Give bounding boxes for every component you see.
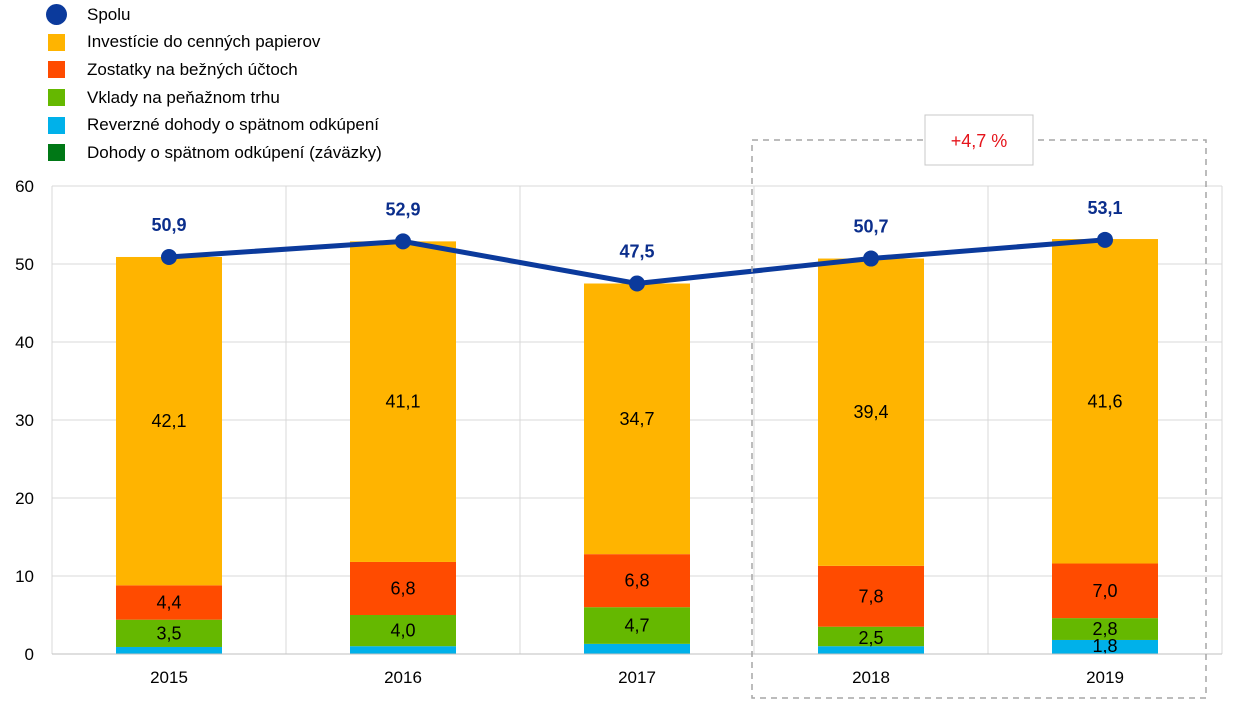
legend-item: Vklady na peňažnom trhu <box>46 84 382 112</box>
annotation-note-box <box>924 114 1034 166</box>
segment-labels: 3,5 4,4 42,1 4,0 6,8 41,1 4,7 6,8 34,7 2,5 7,8 39,4… <box>151 391 1122 656</box>
annotation: +4,7 % <box>751 114 1207 699</box>
legend-swatch <box>48 89 65 107</box>
total-point <box>1097 231 1113 248</box>
bar-segment <box>818 626 924 647</box>
bar-segment <box>818 646 924 654</box>
bar-segment <box>818 565 924 627</box>
legend: Spolu Investície do cenných papierov Zosta… <box>46 1 382 167</box>
y-tick-label: 40 <box>15 333 34 352</box>
bar-segment <box>350 615 456 647</box>
y-tick-label: 20 <box>15 489 34 508</box>
segment-label: 6,8 <box>390 578 415 598</box>
y-tick-label: 50 <box>15 255 34 274</box>
x-tick-label: 2015 <box>150 668 188 687</box>
x-tick-label: 2016 <box>384 668 422 687</box>
y-tick-label: 30 <box>15 411 34 430</box>
bar-segment <box>116 619 222 647</box>
segment-label: 3,5 <box>156 623 181 643</box>
legend-label: Vklady na peňažnom trhu <box>87 87 280 107</box>
segment-label: 39,4 <box>853 402 888 422</box>
legend-label: Dohody o spätnom odkúpení (záväzky) <box>87 142 382 162</box>
legend-label: Reverzné dohody o spätnom odkúpení <box>87 115 380 135</box>
segment-label: 7,8 <box>858 586 883 606</box>
total-point <box>863 250 879 267</box>
segment-label: 1,8 <box>1092 636 1117 656</box>
bar-segment <box>350 646 456 654</box>
total-label: 53,1 <box>1087 198 1122 218</box>
legend-label: Spolu <box>87 4 131 24</box>
total-point <box>161 248 177 265</box>
segment-label: 4,4 <box>156 593 181 613</box>
total-label: 47,5 <box>619 242 654 262</box>
total-label: 52,9 <box>385 199 420 219</box>
total-point <box>629 275 645 292</box>
segment-label: 4,0 <box>390 621 415 641</box>
bar-segment <box>1052 639 1158 654</box>
bar-segment <box>584 554 690 608</box>
total-point <box>395 233 411 250</box>
bar-segment <box>1052 563 1158 619</box>
annotation-note-text: +4,7 % <box>951 131 1008 151</box>
total-line: 50,9 52,9 47,5 50,7 53,1 <box>151 198 1123 292</box>
bar-segment <box>584 283 690 555</box>
y-tick-label: 60 <box>15 177 34 196</box>
legend-item: Spolu <box>46 1 382 29</box>
legend-swatch <box>48 116 65 134</box>
bar-segment <box>350 561 456 615</box>
legend-swatch <box>48 144 65 162</box>
x-tick-label: 2018 <box>852 668 890 687</box>
x-tick-label: 2017 <box>618 668 656 687</box>
legend-label: Investície do cenných papierov <box>87 32 321 52</box>
segment-label: 42,1 <box>151 411 186 431</box>
bars <box>116 239 1158 654</box>
bar-segment <box>116 585 222 620</box>
y-tick-label: 0 <box>25 645 34 664</box>
legend-item: Reverzné dohody o spätnom odkúpení <box>46 111 382 139</box>
y-tick-label: 10 <box>15 567 34 586</box>
bar-segment <box>1052 239 1158 564</box>
legend-swatch <box>48 61 65 79</box>
total-label: 50,7 <box>853 217 888 237</box>
legend-item: Zostatky na bežných účtoch <box>46 56 382 84</box>
bar-segment <box>584 643 690 654</box>
segment-label: 6,8 <box>624 571 649 591</box>
segment-label: 41,6 <box>1087 391 1122 411</box>
segment-label: 41,1 <box>385 392 420 412</box>
bar-segment <box>350 241 456 562</box>
bar-segment <box>584 607 690 644</box>
legend-item: Investície do cenných papierov <box>46 29 382 57</box>
bar-segment <box>116 646 222 654</box>
total-label: 50,9 <box>151 215 186 235</box>
bar-segment <box>1052 618 1158 640</box>
segment-label: 2,8 <box>1092 619 1117 639</box>
legend-swatch <box>48 33 65 51</box>
segment-label: 7,0 <box>1092 581 1117 601</box>
segment-label: 2,5 <box>858 628 883 648</box>
bar-segment <box>818 258 924 566</box>
legend-label: Zostatky na bežných účtoch <box>87 59 298 79</box>
segment-label: 4,7 <box>624 616 649 636</box>
legend-swatch <box>46 4 67 26</box>
segment-label: 34,7 <box>619 409 654 429</box>
x-tick-label: 2019 <box>1086 668 1124 687</box>
axes: 0 10 20 30 40 50 60 2015 2016 2017 2018 2019 <box>15 177 1222 687</box>
legend-item: Dohody o spätnom odkúpení (záväzky) <box>46 139 382 167</box>
bar-segment <box>116 256 222 586</box>
